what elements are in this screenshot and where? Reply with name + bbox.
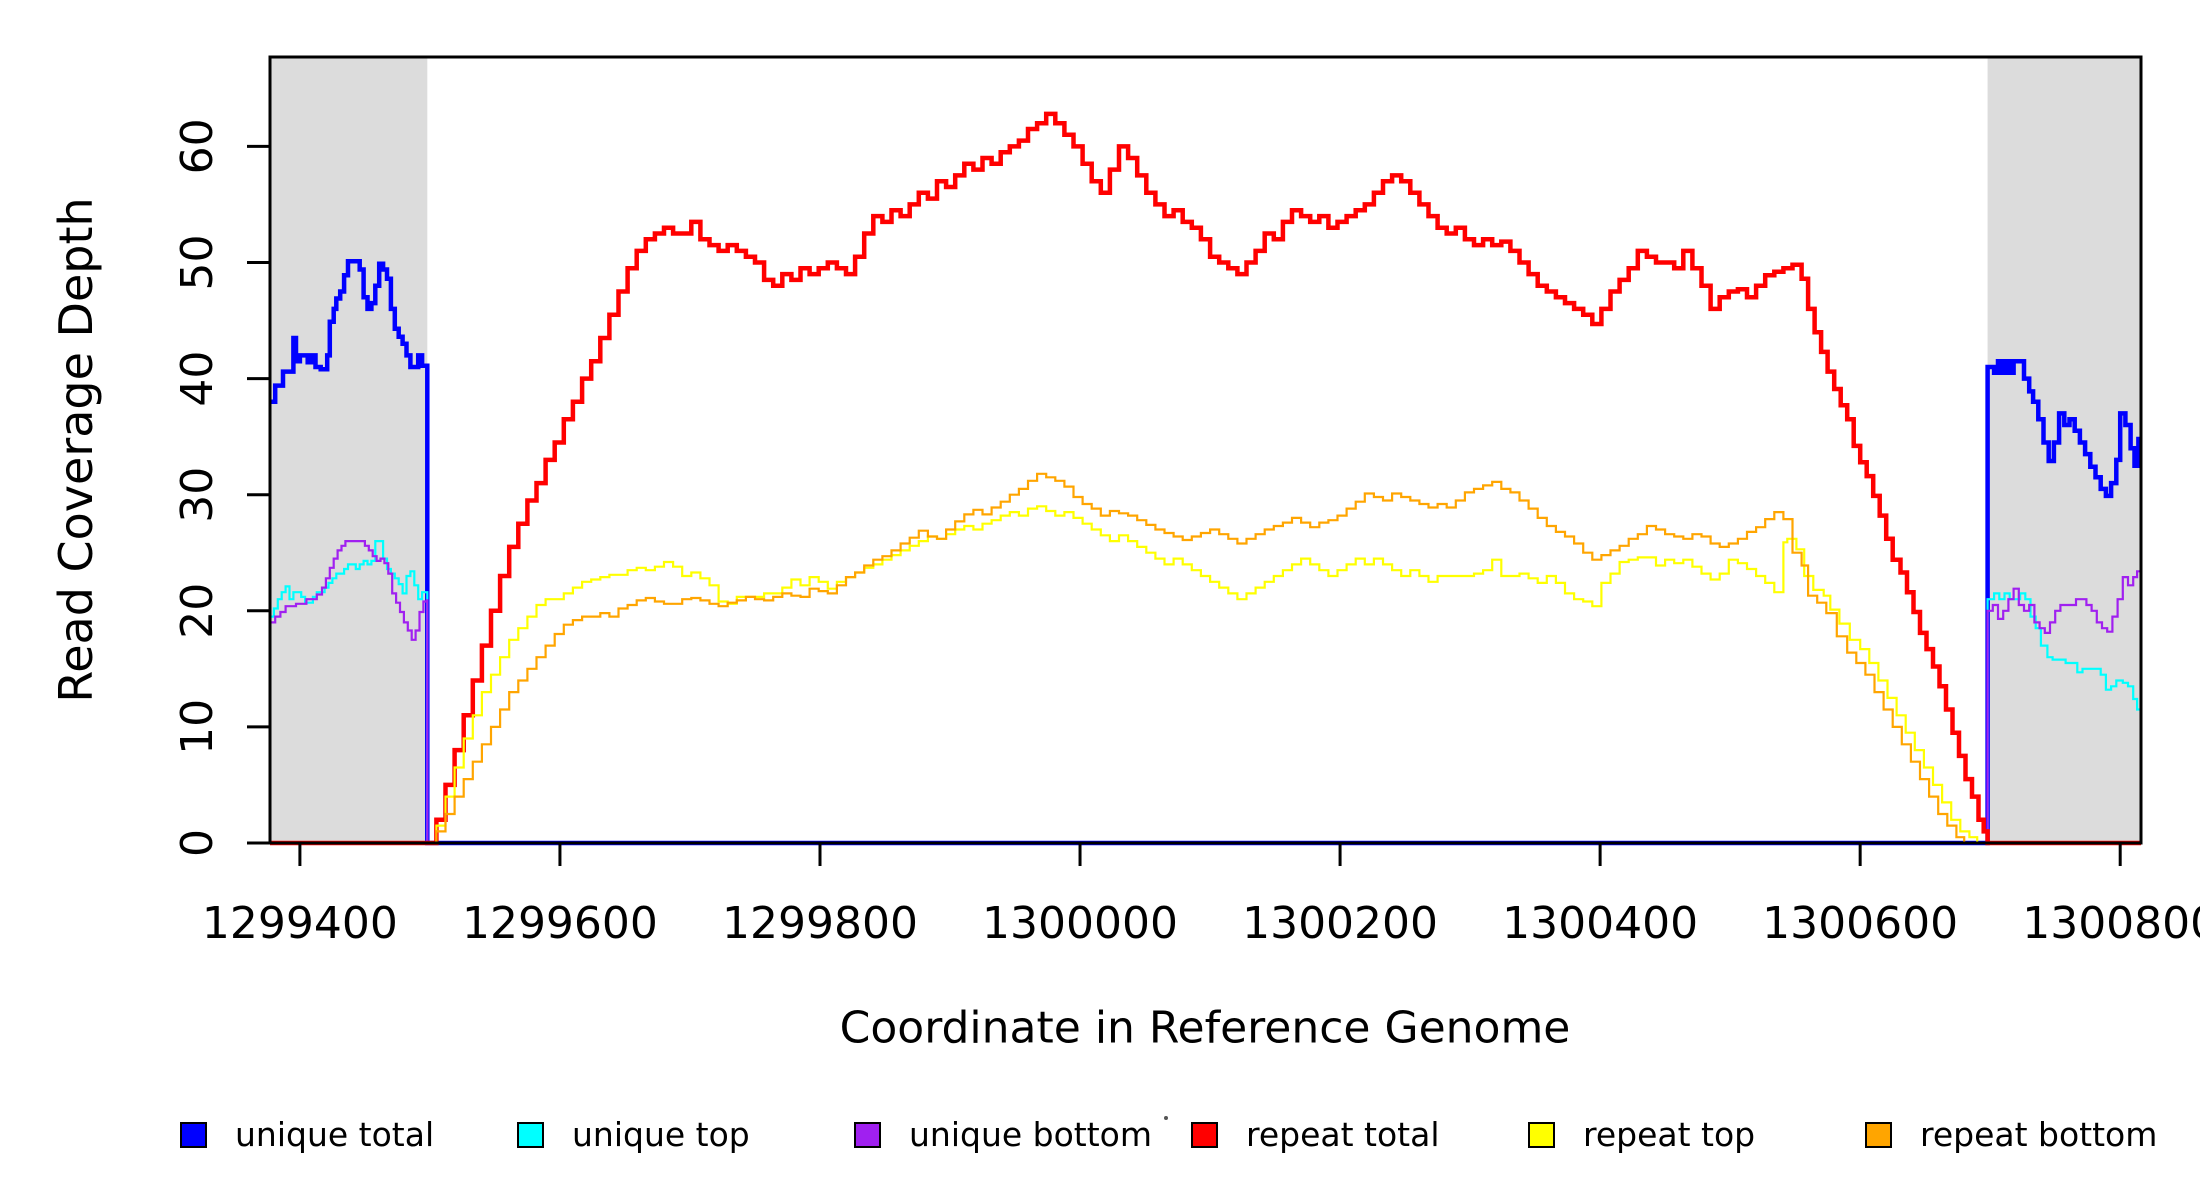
x-tick-label: 1299400 bbox=[202, 898, 398, 949]
series-unique-total bbox=[270, 259, 2141, 846]
x-tick-label: 1300000 bbox=[982, 898, 1178, 949]
unique-bottom-swatch-icon bbox=[854, 1122, 881, 1148]
legend-label: repeat bottom bbox=[1920, 1115, 2158, 1154]
series-unique-top bbox=[270, 540, 2141, 845]
legend-item-repeat-bottom: repeat bottom bbox=[1865, 1118, 2157, 1152]
y-tick-label: 40 bbox=[172, 351, 223, 407]
x-tick-label: 1300400 bbox=[1502, 898, 1698, 949]
shaded-region bbox=[1987, 57, 2141, 843]
y-tick-label: 0 bbox=[172, 829, 223, 857]
x-axis-title: Coordinate in Reference Genome bbox=[839, 1002, 1571, 1054]
series-repeat-top bbox=[270, 505, 2141, 845]
unique-total-swatch-icon bbox=[180, 1122, 207, 1148]
y-tick-label: 60 bbox=[172, 118, 223, 174]
y-axis-title: Read Coverage Depth bbox=[49, 197, 103, 703]
y-tick-label: 10 bbox=[172, 699, 223, 755]
series-repeat-total bbox=[270, 111, 2141, 846]
x-tick-label: 1299800 bbox=[722, 898, 918, 949]
legend-label: repeat top bbox=[1583, 1115, 1756, 1154]
x-tick-label: 1300800 bbox=[2022, 898, 2200, 949]
repeat-top-swatch-icon bbox=[1528, 1122, 1555, 1148]
unique-top-swatch-icon bbox=[517, 1122, 544, 1148]
stray-dot bbox=[1164, 1116, 1168, 1120]
legend-item-unique-bottom: unique bottom bbox=[854, 1118, 1152, 1152]
legend-item-unique-top: unique top bbox=[517, 1118, 750, 1152]
repeat-bottom-swatch-icon bbox=[1865, 1122, 1892, 1148]
x-tick-label: 1300200 bbox=[1242, 898, 1438, 949]
legend-item-unique-total: unique total bbox=[180, 1118, 434, 1152]
legend-item-repeat-top: repeat top bbox=[1528, 1118, 1755, 1152]
y-tick-label: 30 bbox=[172, 467, 223, 523]
series-unique-bottom bbox=[270, 540, 2143, 845]
x-tick-label: 1299600 bbox=[462, 898, 658, 949]
legend-label: unique total bbox=[235, 1115, 435, 1154]
legend-label: unique top bbox=[572, 1115, 750, 1154]
legend-item-repeat-total: repeat total bbox=[1191, 1118, 1440, 1152]
legend-label: repeat total bbox=[1246, 1115, 1440, 1154]
plot-border bbox=[268, 55, 2143, 845]
legend-label: unique bottom bbox=[909, 1115, 1153, 1154]
shaded-region bbox=[270, 57, 428, 843]
x-tick-label: 1300600 bbox=[1762, 898, 1958, 949]
repeat-total-swatch-icon bbox=[1191, 1122, 1218, 1148]
series-repeat-bottom bbox=[270, 472, 2141, 845]
y-tick-label: 20 bbox=[172, 583, 223, 639]
y-tick-label: 50 bbox=[172, 235, 223, 291]
